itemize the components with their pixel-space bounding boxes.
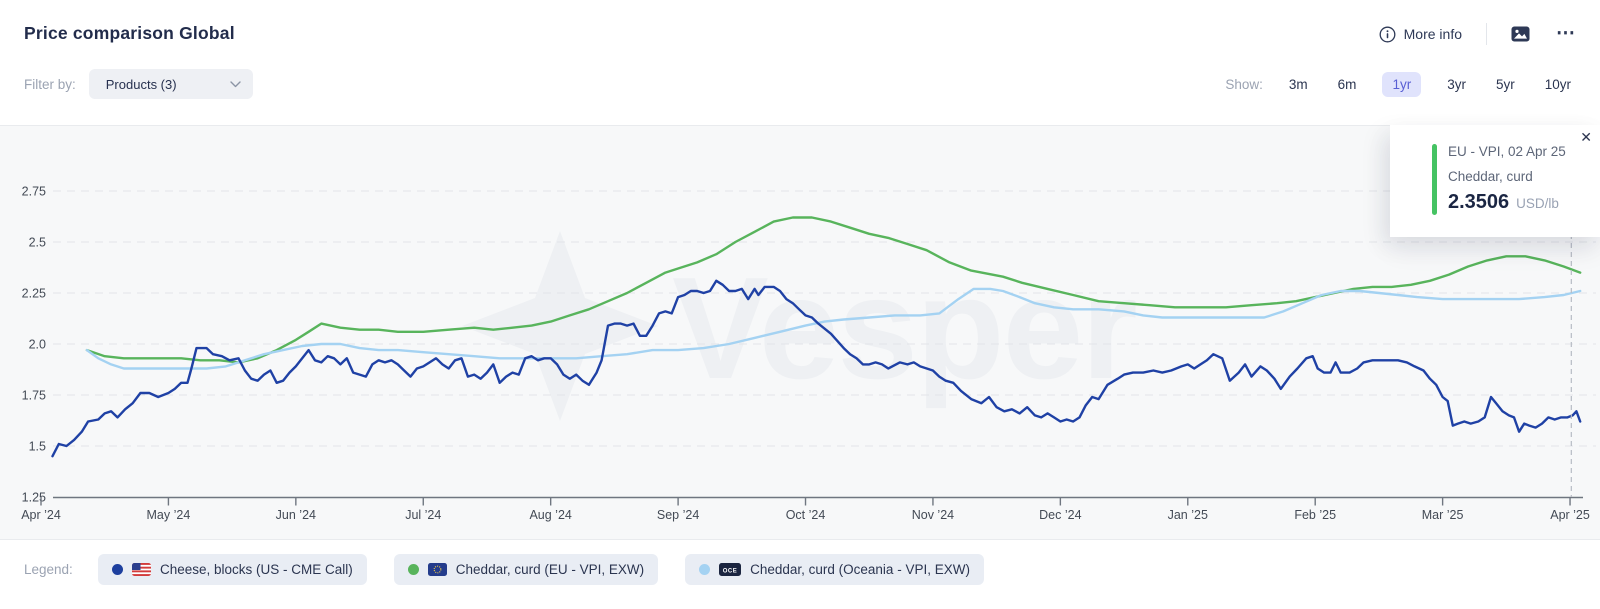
header-actions: More info ⋯ (1379, 22, 1576, 46)
us-flag-icon (132, 563, 151, 576)
filter-row: Filter by: Products (3) (24, 69, 253, 99)
oceania-badge-text: OCE (723, 568, 738, 574)
legend-item-label: Cheddar, curd (EU - VPI, EXW) (455, 562, 645, 577)
y-tick-label: 2.75 (22, 185, 46, 199)
x-axis: Apr ’24 May ’24 Jun ’24 Jul ’24 Aug ’24 Sep ’… (21, 496, 1590, 522)
tooltip-unit: USD/lb (1516, 196, 1559, 211)
watermark: Vesper (462, 231, 1138, 421)
y-tick-label: 2.0 (29, 338, 46, 352)
x-tick-label: Jul ’24 (405, 508, 441, 522)
image-icon (1511, 26, 1530, 42)
y-tick-label: 1.25 (22, 491, 46, 505)
x-tick-label: Jun ’24 (276, 508, 316, 522)
watermark-logo (462, 231, 658, 421)
x-tick-label: Dec ’24 (1039, 508, 1081, 522)
legend-item-us-cheese-blocks[interactable]: Cheese, blocks (US - CME Call) (98, 554, 367, 585)
series-line-2[interactable] (51, 279, 1582, 458)
legend-item-label: Cheddar, curd (Oceania - VPI, EXW) (750, 562, 970, 577)
series-dot-us (112, 564, 123, 575)
header-divider (1486, 23, 1487, 45)
time-range-row: Show: 3m 6m 1yr 3yr 5yr 10yr (1225, 69, 1575, 99)
products-dropdown[interactable]: Products (3) (88, 69, 253, 99)
tooltip-value: 2.3506 (1448, 191, 1510, 213)
legend-row: Legend: Cheese, blocks (US - CME Call) C… (0, 540, 1600, 609)
chevron-down-icon (230, 80, 241, 87)
close-icon[interactable]: ✕ (1580, 129, 1592, 145)
tooltip-body: EU - VPI, 02 Apr 25 Cheddar, curd 2.3506… (1448, 139, 1592, 214)
x-tick-label: Aug ’24 (529, 508, 571, 522)
legend-item-label: Cheese, blocks (US - CME Call) (160, 562, 353, 577)
x-tick-label: Apr ’25 (1550, 508, 1590, 522)
range-3yr[interactable]: 3yr (1447, 76, 1466, 92)
range-5yr[interactable]: 5yr (1495, 76, 1515, 92)
x-tick-label: Mar ’25 (1422, 508, 1464, 522)
price-chart[interactable]: Vesper 2.75 2.5 2.25 2.0 1.75 1.5 1.25 Apr ’24 M… (0, 126, 1600, 539)
products-dropdown-value: Products (3) (105, 76, 177, 92)
range-10yr[interactable]: 10yr (1544, 76, 1571, 92)
eu-flag-icon (427, 563, 447, 576)
chart-section: Vesper 2.75 2.5 2.25 2.0 1.75 1.5 1.25 Apr ’24 M… (0, 125, 1600, 540)
series-dot-oceania (699, 564, 711, 575)
legend-chips: Cheese, blocks (US - CME Call) Cheddar, … (98, 554, 984, 585)
info-icon (1379, 26, 1396, 43)
x-tick-label: Oct ’24 (786, 508, 826, 522)
more-options-button[interactable]: ⋯ (1556, 23, 1576, 44)
legend-item-eu-cheddar-curd[interactable]: Cheddar, curd (EU - VPI, EXW) (393, 554, 659, 585)
legend-item-oceania-cheddar-curd[interactable]: OCE Cheddar, curd (Oceania - VPI, EXW) (685, 554, 984, 585)
x-tick-label: Jan ’25 (1168, 508, 1208, 522)
x-tick-label: Sep ’24 (657, 508, 699, 522)
watermark-text: Vesper (672, 247, 1136, 409)
oceania-badge-icon: OCE (719, 563, 742, 576)
filter-label: Filter by: (24, 76, 76, 92)
show-label: Show: (1225, 76, 1263, 92)
range-3m[interactable]: 3m (1288, 76, 1308, 92)
more-info-label: More info (1403, 26, 1462, 42)
tooltip-source-date: EU - VPI, 02 Apr 25 (1448, 144, 1566, 159)
tooltip-product: Cheddar, curd (1448, 169, 1533, 184)
x-tick-label: Nov ’24 (912, 508, 954, 522)
x-tick-label: Apr ’24 (21, 508, 61, 522)
tooltip-accent-bar (1432, 144, 1437, 215)
x-tick-label: Feb ’25 (1294, 508, 1336, 522)
legend-label: Legend: (24, 562, 73, 577)
series-line-1[interactable] (85, 287, 1582, 370)
y-tick-label: 2.5 (29, 236, 46, 250)
image-export-button[interactable] (1511, 26, 1530, 42)
y-tick-label: 1.75 (22, 389, 46, 403)
range-1yr[interactable]: 1yr (1382, 71, 1422, 97)
more-info-button[interactable]: More info (1379, 26, 1462, 43)
y-tick-label: 2.25 (22, 287, 46, 301)
series-lines (51, 216, 1582, 458)
series-dot-eu (407, 564, 419, 575)
page-title: Price comparison Global (24, 23, 235, 43)
chart-tooltip: ✕ EU - VPI, 02 Apr 25 Cheddar, curd 2.35… (1390, 125, 1600, 237)
range-6m[interactable]: 6m (1337, 76, 1357, 92)
y-tick-label: 1.5 (29, 440, 46, 454)
x-tick-label: May ’24 (147, 508, 191, 522)
